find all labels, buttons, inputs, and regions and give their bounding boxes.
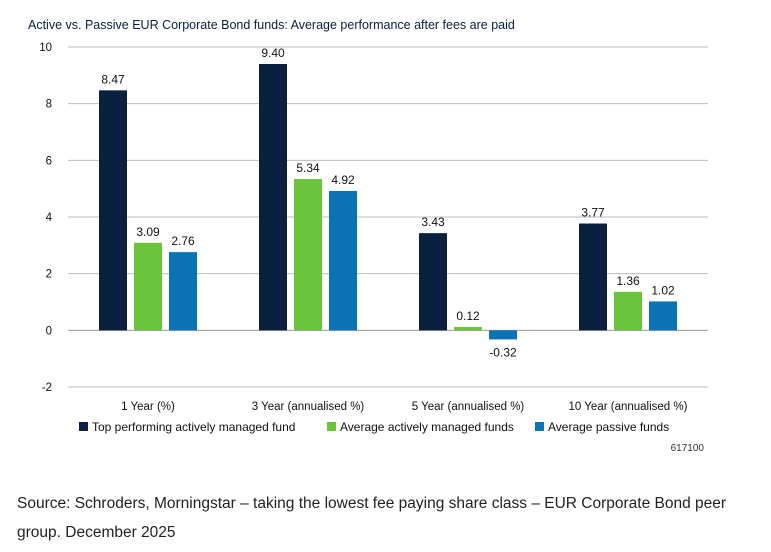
data-label: 3.09: [136, 225, 160, 239]
x-tick-label: 10 Year (annualised %): [569, 401, 688, 413]
bar: [614, 291, 642, 331]
y-axis-ticks: -2 0 2 4 6 8 10: [39, 42, 52, 394]
bar: [259, 64, 287, 331]
legend: Top performing actively managed fund Aver…: [79, 420, 669, 434]
bar: [649, 301, 677, 331]
legend-label: Top performing actively managed fund: [92, 420, 295, 434]
y-tick-label: 6: [46, 155, 52, 167]
data-labels: 8.47 3.09 2.76 9.40 5.34 4.92 3.43 0.12 -0.32 3.7…: [101, 46, 675, 359]
chart: Active vs. Passive EUR Corporate Bond fu…: [28, 18, 708, 454]
data-label: 5.34: [296, 161, 320, 175]
x-tick-label: 3 Year (annualised %): [252, 401, 365, 413]
x-axis-ticks: 1 Year (%) 3 Year (annualised %) 5 Year (a…: [121, 401, 687, 413]
data-label: 9.40: [261, 46, 285, 60]
chart-code: 617100: [671, 443, 705, 454]
bars: [99, 64, 677, 340]
bar: [419, 233, 447, 331]
chart-title: Active vs. Passive EUR Corporate Bond fu…: [28, 18, 515, 32]
data-label: 4.92: [331, 173, 355, 187]
legend-swatch: [79, 422, 88, 431]
bar: [329, 190, 357, 331]
legend-label: Average passive funds: [548, 420, 669, 434]
y-tick-label: 4: [46, 212, 53, 224]
source-note: Source: Schroders, Morningstar – taking …: [17, 495, 727, 541]
bar: [134, 242, 162, 331]
x-tick-label: 5 Year (annualised %): [412, 401, 525, 413]
bar: [579, 223, 607, 331]
y-tick-label: 0: [46, 325, 52, 337]
data-label: 1.36: [616, 274, 640, 288]
bar-chart-svg: Active vs. Passive EUR Corporate Bond fu…: [28, 18, 708, 454]
grid-lines: [68, 46, 708, 388]
data-label: 1.02: [651, 283, 675, 297]
bar: [489, 330, 517, 340]
data-label: 8.47: [101, 72, 125, 86]
bar: [169, 252, 197, 331]
data-label: 3.77: [581, 206, 605, 220]
data-label: -0.32: [489, 345, 517, 359]
data-label: 2.76: [171, 234, 195, 248]
legend-swatch: [535, 422, 544, 431]
y-tick-label: 8: [46, 99, 52, 111]
bar: [454, 326, 482, 331]
legend-swatch: [327, 422, 336, 431]
bar: [294, 179, 322, 331]
y-tick-label: 2: [46, 269, 52, 281]
bar: [99, 90, 127, 331]
data-label: 3.43: [421, 215, 445, 229]
legend-label: Average actively managed funds: [340, 420, 514, 434]
data-label: 0.12: [456, 309, 480, 323]
x-tick-label: 1 Year (%): [121, 401, 175, 413]
y-tick-label: -2: [42, 382, 52, 394]
y-tick-label: 10: [39, 42, 52, 54]
